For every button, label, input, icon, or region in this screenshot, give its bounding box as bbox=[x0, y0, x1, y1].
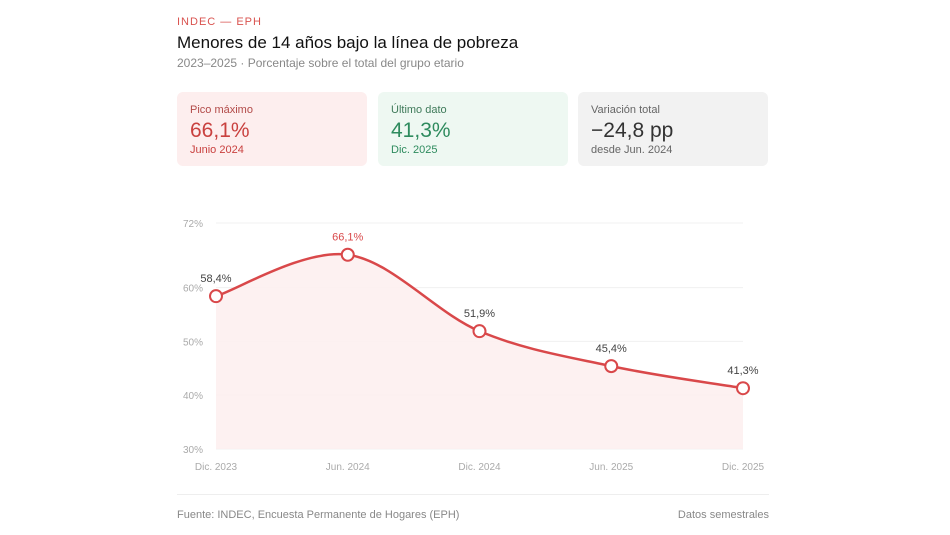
subtitle: 2023–2025 · Porcentaje sobre el total de… bbox=[177, 56, 464, 70]
data-label: 66,1% bbox=[332, 232, 363, 244]
card-sub: Junio 2024 bbox=[190, 144, 244, 156]
data-label: 51,9% bbox=[464, 308, 495, 320]
data-point bbox=[736, 381, 750, 396]
card-label: Pico máximo bbox=[190, 104, 253, 116]
data-label: 41,3% bbox=[727, 365, 758, 377]
area-fill bbox=[216, 254, 743, 449]
x-tick-label: Dic. 2023 bbox=[195, 462, 238, 473]
x-tick-label: Dic. 2024 bbox=[458, 462, 501, 473]
card-value: 66,1% bbox=[190, 119, 250, 142]
data-point bbox=[472, 324, 487, 339]
kicker: INDEC — EPH bbox=[177, 16, 262, 28]
card-peak: Pico máximo 66,1% Junio 2024 bbox=[177, 92, 367, 166]
page-title: Menores de 14 años bajo la línea de pobr… bbox=[177, 33, 519, 52]
card-value: 41,3% bbox=[391, 119, 451, 142]
divider bbox=[177, 494, 769, 495]
y-tick-label: 72% bbox=[183, 219, 203, 230]
y-tick-label: 50% bbox=[183, 337, 203, 348]
data-label: 58,4% bbox=[200, 273, 231, 285]
data-point bbox=[209, 289, 223, 304]
y-tick-label: 30% bbox=[183, 445, 203, 456]
y-tick-label: 60% bbox=[183, 284, 203, 295]
card-value: −24,8 pp bbox=[591, 119, 674, 142]
data-point bbox=[340, 247, 355, 262]
card-sub: desde Jun. 2024 bbox=[591, 144, 673, 156]
x-tick-label: Jun. 2024 bbox=[326, 462, 370, 473]
x-tick-label: Jun. 2025 bbox=[589, 462, 633, 473]
source-note: Fuente: INDEC, Encuesta Permanente de Ho… bbox=[177, 509, 460, 521]
data-point bbox=[604, 359, 619, 374]
card-latest: Último dato 41,3% Dic. 2025 bbox=[378, 92, 568, 166]
y-tick-label: 40% bbox=[183, 391, 203, 402]
card-label: Variación total bbox=[591, 104, 660, 116]
card-sub: Dic. 2025 bbox=[391, 144, 438, 156]
card-variation: Variación total −24,8 pp desde Jun. 2024 bbox=[578, 92, 768, 166]
data-label: 45,4% bbox=[596, 343, 627, 355]
card-label: Último dato bbox=[391, 104, 447, 116]
x-tick-label: Dic. 2025 bbox=[722, 462, 765, 473]
frequency-note: Datos semestrales bbox=[677, 509, 769, 521]
